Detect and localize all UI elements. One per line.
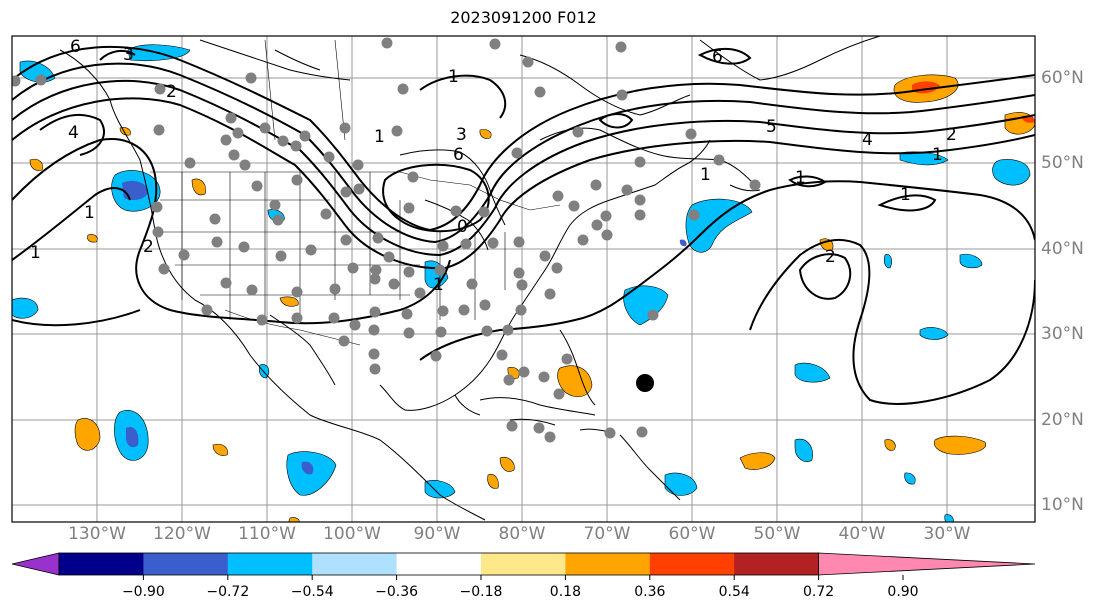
positive-patch <box>933 435 987 455</box>
lat-tick-label: 50°N <box>1041 153 1084 173</box>
colorbar-tick-label: −0.36 <box>375 584 419 600</box>
coastlines <box>59 36 881 521</box>
negative-patch <box>944 514 954 522</box>
contour-label: 1 <box>700 165 711 185</box>
positive-patch <box>288 517 300 522</box>
contour-label: 6 <box>70 37 81 57</box>
negative-patch <box>12 297 39 319</box>
negative-patch <box>959 253 983 269</box>
contour-label: 2 <box>825 247 836 267</box>
negative-patch <box>794 362 831 383</box>
positive-patch <box>29 158 43 171</box>
positive-patch <box>557 365 593 398</box>
positive-patch <box>499 457 515 472</box>
lat-tick-label: 20°N <box>1041 410 1084 430</box>
lat-tick-label: 40°N <box>1041 239 1084 259</box>
lon-tick-label: 80°W <box>498 524 546 544</box>
positive-patch <box>74 418 101 451</box>
positive-patch <box>87 234 98 243</box>
negative-patch <box>679 239 687 247</box>
colorbar-tick-label: −0.18 <box>459 584 503 600</box>
negative-patch <box>424 480 456 499</box>
colorbar-tick-label: −0.72 <box>206 584 250 600</box>
contour-label: 3 <box>123 45 134 65</box>
negative-patch <box>301 461 314 475</box>
contour-label: 6 <box>453 145 464 165</box>
contour-label: 1 <box>448 67 459 87</box>
contour-label: 1 <box>795 168 806 188</box>
negative-patch <box>19 60 56 83</box>
contour-label: 4 <box>68 123 79 143</box>
contour-label: 1 <box>900 185 911 205</box>
negative-patch <box>685 198 753 253</box>
gridlines <box>12 36 1035 522</box>
positive-patch <box>739 452 776 470</box>
colorbar-tick-label: 0.72 <box>803 584 835 600</box>
contour-label: 1 <box>374 127 385 147</box>
negative-patch <box>919 327 949 340</box>
lat-tick-label: 30°N <box>1041 324 1084 344</box>
lon-tick-label: 110°W <box>238 524 296 544</box>
positive-patch <box>279 296 299 307</box>
contour-label: 1 <box>433 275 444 295</box>
lon-tick-label: 30°W <box>923 524 971 544</box>
positive-patch <box>212 443 228 456</box>
contour-label: 6 <box>712 47 723 67</box>
colorbar-tick-label: 0.90 <box>887 584 919 600</box>
contour-label: 5 <box>766 117 777 137</box>
colorbar-tick-label: 0.18 <box>549 584 581 600</box>
lon-tick-label: 100°W <box>323 524 381 544</box>
colorbar-tick-label: 0.54 <box>718 584 750 600</box>
contour-label: 2 <box>166 82 177 102</box>
negative-patch <box>992 159 1031 186</box>
colorbar-tick-label: 0.36 <box>634 584 666 600</box>
lat-tick-label: 10°N <box>1041 495 1084 515</box>
storm-center-marker <box>636 374 654 392</box>
positive-patch <box>479 129 492 139</box>
contour-label: 0 <box>457 217 468 237</box>
contour-label: 3 <box>456 125 467 145</box>
contour-label: 2 <box>946 125 957 145</box>
station-dots <box>12 37 761 443</box>
negative-patch <box>883 254 892 269</box>
forecast-map: 6 3 2 1 4 1 1 2 3 6 1 5 4 2 6 1 1 1 2 0 … <box>11 35 1036 523</box>
lat-tick-label: 60°N <box>1041 68 1084 88</box>
anomaly-patches <box>12 44 1035 522</box>
map-title: 2023091200 F012 <box>450 8 597 27</box>
contour-label-group: 6 3 2 1 4 1 1 2 3 6 1 5 4 2 6 1 1 1 2 0 … <box>30 37 957 295</box>
colorbar-tick-label: −0.54 <box>290 584 334 600</box>
colorbar-tick-label: −0.90 <box>121 584 165 600</box>
negative-patch <box>794 438 813 462</box>
negative-patch <box>126 426 139 448</box>
contour-label: 1 <box>84 203 95 223</box>
positive-patch <box>191 178 206 196</box>
negative-patch <box>904 472 916 485</box>
positive-patch <box>884 439 896 451</box>
negative-patch <box>664 472 698 496</box>
contour-label: 4 <box>862 130 873 150</box>
positive-patch <box>487 474 499 489</box>
lon-tick-label: 60°W <box>668 524 716 544</box>
lon-tick-label: 40°W <box>838 524 886 544</box>
lon-tick-label: 120°W <box>153 524 211 544</box>
map-frame <box>11 35 1036 523</box>
contour-label: 2 <box>143 237 154 257</box>
lon-tick-label: 130°W <box>68 524 126 544</box>
contour-label: 1 <box>932 145 943 165</box>
contour-label: 1 <box>30 243 41 263</box>
lon-tick-label: 50°W <box>753 524 801 544</box>
lon-tick-label: 70°W <box>583 524 631 544</box>
lon-tick-label: 90°W <box>413 524 461 544</box>
